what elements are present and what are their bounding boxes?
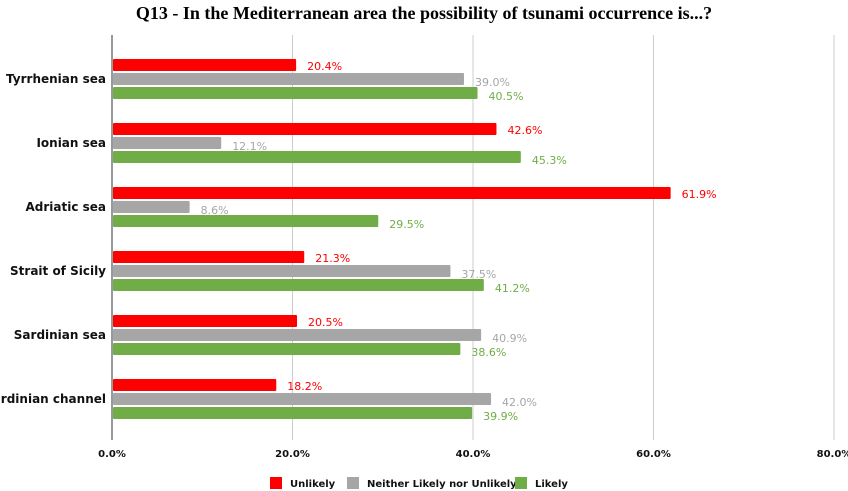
data-label: 61.9%: [682, 188, 717, 201]
category-label: Adriatic sea: [25, 200, 106, 214]
data-label: 45.3%: [532, 154, 567, 167]
legend-swatch: [347, 477, 359, 489]
bar-unlikely: [113, 123, 497, 135]
data-label: 21.3%: [315, 252, 350, 265]
data-label: 37.5%: [461, 268, 496, 281]
data-label: 42.0%: [502, 396, 537, 409]
bar-unlikely: [113, 315, 298, 327]
legend-label: Neither Likely nor Unlikely: [367, 479, 517, 490]
data-label: 38.6%: [471, 346, 506, 359]
bar-unlikely: [113, 59, 297, 71]
legend-swatch: [515, 477, 527, 489]
bar-likely: [113, 151, 521, 163]
bar-neither-likely-nor-unlikely: [113, 393, 492, 405]
bar-unlikely: [113, 251, 305, 263]
legend-label: Unlikely: [290, 479, 336, 490]
data-label: 40.5%: [489, 90, 524, 103]
category-label: Sardinian channel: [0, 392, 106, 406]
data-label: 29.5%: [389, 218, 424, 231]
data-label: 39.9%: [483, 410, 518, 423]
bar-neither-likely-nor-unlikely: [113, 329, 482, 341]
data-label: 40.9%: [492, 332, 527, 345]
bar-unlikely: [113, 379, 277, 391]
category-label: Tyrrhenian sea: [6, 72, 106, 86]
data-label: 12.1%: [232, 140, 267, 153]
chart-title: Q13 - In the Mediterranean area the poss…: [136, 3, 712, 23]
bar-neither-likely-nor-unlikely: [113, 137, 222, 149]
x-tick-label: 40.0%: [456, 449, 491, 460]
x-tick-label: 20.0%: [275, 449, 310, 460]
bar-neither-likely-nor-unlikely: [113, 201, 190, 213]
x-tick-label: 0.0%: [98, 449, 126, 460]
bar-likely: [113, 407, 473, 419]
data-label: 41.2%: [495, 282, 530, 295]
data-label: 20.4%: [307, 60, 342, 73]
data-label: 39.0%: [475, 76, 510, 89]
legend-label: Likely: [535, 479, 568, 490]
data-label: 42.6%: [507, 124, 542, 137]
bar-likely: [113, 215, 379, 227]
bar-likely: [113, 343, 461, 355]
data-label: 8.6%: [201, 204, 229, 217]
data-label: 18.2%: [287, 380, 322, 393]
x-tick-label: 80.0%: [817, 449, 848, 460]
category-label: Ionian sea: [36, 136, 106, 150]
bar-likely: [113, 87, 478, 99]
category-label: Sardinian sea: [14, 328, 106, 342]
data-label: 20.5%: [308, 316, 343, 329]
category-label: Strait of Sicily: [10, 264, 106, 278]
legend-swatch: [270, 477, 282, 489]
x-tick-label: 60.0%: [636, 449, 671, 460]
bar-neither-likely-nor-unlikely: [113, 73, 464, 85]
bar-neither-likely-nor-unlikely: [113, 265, 451, 277]
bar-unlikely: [113, 187, 671, 199]
bar-likely: [113, 279, 484, 291]
